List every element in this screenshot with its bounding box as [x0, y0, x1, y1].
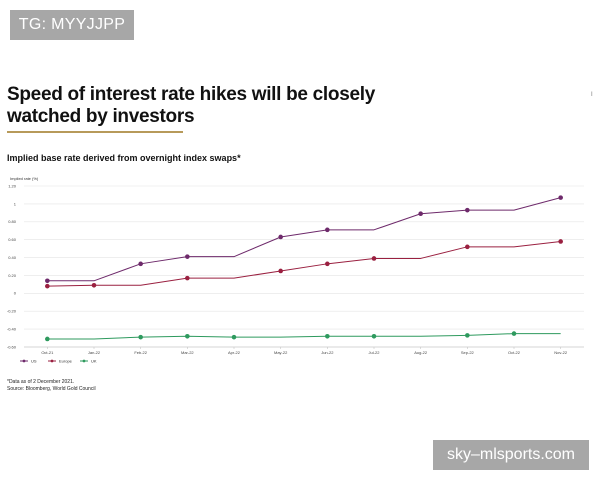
watermark-badge-top: TG: MYYJJPP — [10, 10, 134, 40]
y-tick-label: -0.60 — [7, 344, 17, 349]
axes: 1.20 1 0.80 0.60 0.40 0.20 0 -0.20 -0.40 -0.60 Oct… — [7, 183, 584, 355]
y-tick-label: -0.40 — [7, 327, 17, 332]
chart-title: Speed of interest rate hikes will be clo… — [7, 84, 375, 127]
data-point-europe — [465, 244, 470, 250]
legend-label: Europe — [59, 359, 73, 364]
data-point-uk — [138, 334, 143, 340]
series-line-europe — [47, 240, 561, 287]
data-point-europe — [558, 239, 563, 244]
data-point-uk — [185, 333, 190, 339]
title-underline — [7, 131, 183, 133]
line-chart: Implied rate (%) 1.20 1 0.80 0.60 0.40 0.20 0 -… — [7, 176, 584, 364]
data-point-us — [558, 195, 563, 200]
x-tick-label: Sep-22 — [461, 350, 475, 355]
y-tick-label: 1 — [14, 201, 17, 206]
y-axis-label: Implied rate (%) — [10, 176, 39, 181]
data-point-us — [138, 261, 143, 267]
y-tick-label: 0.20 — [8, 273, 17, 278]
y-tick-label: 1.20 — [8, 183, 17, 188]
data-point-us — [45, 278, 50, 284]
data-point-us — [465, 207, 470, 213]
series-line-us — [47, 197, 561, 282]
source-note: Source: Bloomberg, World Gold Council — [7, 386, 96, 392]
data-point-us — [418, 211, 423, 217]
legend-label: UK — [91, 359, 97, 364]
x-tick-label: Apr-22 — [228, 350, 241, 355]
data-point-europe — [45, 283, 50, 289]
data-point-europe — [278, 268, 283, 274]
legend-marker — [22, 359, 26, 363]
data-point-uk — [45, 336, 50, 342]
data-point-europe — [325, 261, 330, 267]
x-tick-label: Feb-22 — [134, 350, 147, 355]
data-point-uk — [465, 333, 470, 338]
chart-subtitle: Implied base rate derived from overnight… — [7, 153, 241, 163]
x-tick-label: Jun-22 — [321, 350, 334, 355]
y-tick-label: 0.80 — [8, 219, 17, 224]
x-tick-label: May-22 — [274, 350, 288, 355]
side-mark: I — [591, 92, 593, 98]
x-tick-label: Jul-22 — [369, 350, 381, 355]
x-tick-label: Mar-22 — [181, 350, 194, 355]
y-tick-label: 0 — [14, 291, 17, 296]
legend-marker — [82, 359, 86, 363]
data-point-us — [278, 234, 283, 240]
legend: US Europe UK — [20, 359, 97, 364]
series — [45, 195, 563, 342]
data-point-europe — [91, 282, 97, 288]
y-tick-label: -0.20 — [7, 309, 17, 314]
series-line-uk — [47, 333, 561, 340]
y-tick-label: 0.60 — [8, 237, 17, 242]
x-tick-label: Jan-22 — [88, 350, 101, 355]
x-tick-label: Aug-22 — [414, 350, 428, 355]
data-point-us — [185, 254, 190, 259]
legend-marker — [50, 359, 54, 363]
watermark-badge-bottom: sky–mlsports.com — [433, 440, 589, 470]
x-tick-label: Oct-21 — [41, 350, 54, 355]
data-point-uk — [231, 334, 237, 340]
data-point-uk — [371, 333, 377, 339]
y-tick-label: 0.40 — [8, 255, 17, 260]
data-point-europe — [185, 275, 190, 281]
x-tick-label: Nov-22 — [554, 350, 568, 355]
x-tick-label: Oct-22 — [508, 350, 521, 355]
data-point-uk — [511, 331, 517, 336]
data-point-us — [325, 227, 330, 233]
data-date-note: *Data as of 2 December 2021. — [7, 379, 75, 385]
data-point-europe — [371, 256, 377, 261]
legend-label: US — [31, 359, 37, 364]
data-point-uk — [325, 333, 330, 339]
